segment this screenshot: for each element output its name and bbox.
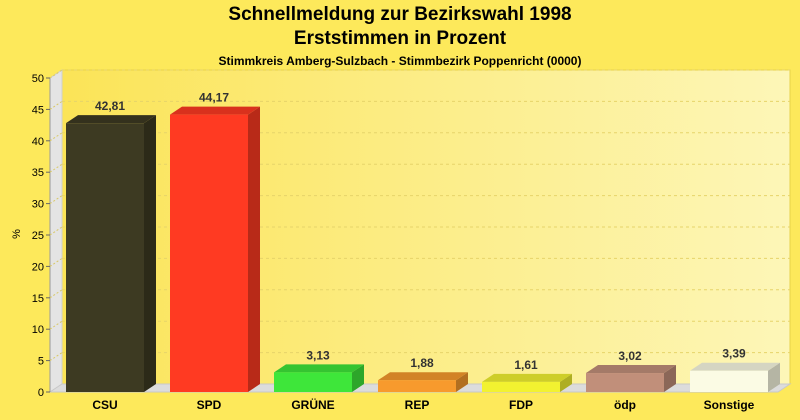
y-tick-label: 25	[32, 230, 44, 242]
chart-subtitle: Erststimmen in Prozent	[293, 28, 507, 49]
y-tick-label: 40	[32, 136, 44, 148]
x-tick-label: REP	[405, 398, 430, 412]
bar-front	[170, 114, 248, 392]
y-tick-label: 50	[32, 73, 44, 85]
y-tick-label: 10	[32, 324, 44, 336]
bar-top	[482, 373, 572, 382]
y-tick-label: 5	[38, 356, 44, 368]
data-label: 3,39	[722, 347, 746, 361]
x-tick-label: Sonstige	[704, 398, 755, 412]
y-tick-label: 15	[32, 293, 44, 305]
bar-front	[586, 373, 664, 392]
bar-front	[690, 370, 768, 392]
data-label: 3,02	[618, 349, 642, 363]
x-tick-label: GRÜNE	[291, 397, 334, 412]
bar-side	[768, 362, 780, 392]
bar-top	[378, 372, 468, 381]
data-label: 3,13	[306, 348, 330, 362]
bar-top	[274, 364, 364, 373]
bar-top	[66, 115, 156, 124]
gridline-side	[49, 320, 63, 330]
bar-side	[456, 372, 468, 392]
bar-sonstige	[690, 362, 780, 392]
bar-csu	[66, 115, 156, 392]
data-label: 1,88	[410, 356, 434, 370]
bar-ödp	[586, 365, 676, 392]
x-tick-label: ödp	[614, 398, 636, 412]
plot-left-wall	[49, 69, 63, 393]
bar-top	[586, 365, 676, 374]
y-tick-label: 30	[32, 199, 44, 211]
y-tick-label: 45	[32, 104, 44, 116]
gridline-side	[49, 226, 63, 236]
bar-front	[66, 123, 144, 392]
gridline-side	[49, 132, 63, 142]
y-tick-label: 35	[32, 167, 44, 179]
gridline-side	[49, 195, 63, 205]
bar-front	[274, 372, 352, 392]
gridline-side	[49, 163, 63, 173]
bar-fdp	[482, 373, 572, 392]
bar-front	[482, 381, 560, 392]
gridline-side	[49, 289, 63, 299]
y-tick-label: 0	[38, 387, 44, 399]
y-tick-label: 20	[32, 261, 44, 273]
bar-top	[690, 362, 780, 371]
bar-grüne	[274, 364, 364, 392]
data-label: 44,17	[199, 91, 229, 105]
bar-side	[560, 373, 572, 392]
bar-front	[378, 380, 456, 392]
x-tick-label: CSU	[92, 398, 117, 412]
y-axis-label: %	[11, 229, 23, 239]
chart-caption: Stimmkreis Amberg-Sulzbach - Stimmbezirk…	[218, 54, 582, 68]
bar-spd	[170, 106, 260, 392]
data-label: 1,61	[514, 358, 538, 372]
bar-rep	[378, 372, 468, 392]
gridline-side	[49, 100, 63, 110]
bar-side	[248, 106, 260, 392]
bar-side	[664, 365, 676, 392]
gridline-side	[49, 257, 63, 267]
bar-side	[144, 115, 156, 392]
gridline-side	[49, 69, 63, 79]
bar-side	[352, 364, 364, 392]
gridline-side	[49, 352, 63, 362]
x-tick-label: SPD	[197, 398, 222, 412]
bar-top	[170, 106, 260, 115]
chart-title: Schnellmeldung zur Bezirkswahl 1998	[228, 4, 572, 25]
data-label: 42,81	[95, 99, 125, 113]
x-tick-label: FDP	[509, 398, 533, 412]
